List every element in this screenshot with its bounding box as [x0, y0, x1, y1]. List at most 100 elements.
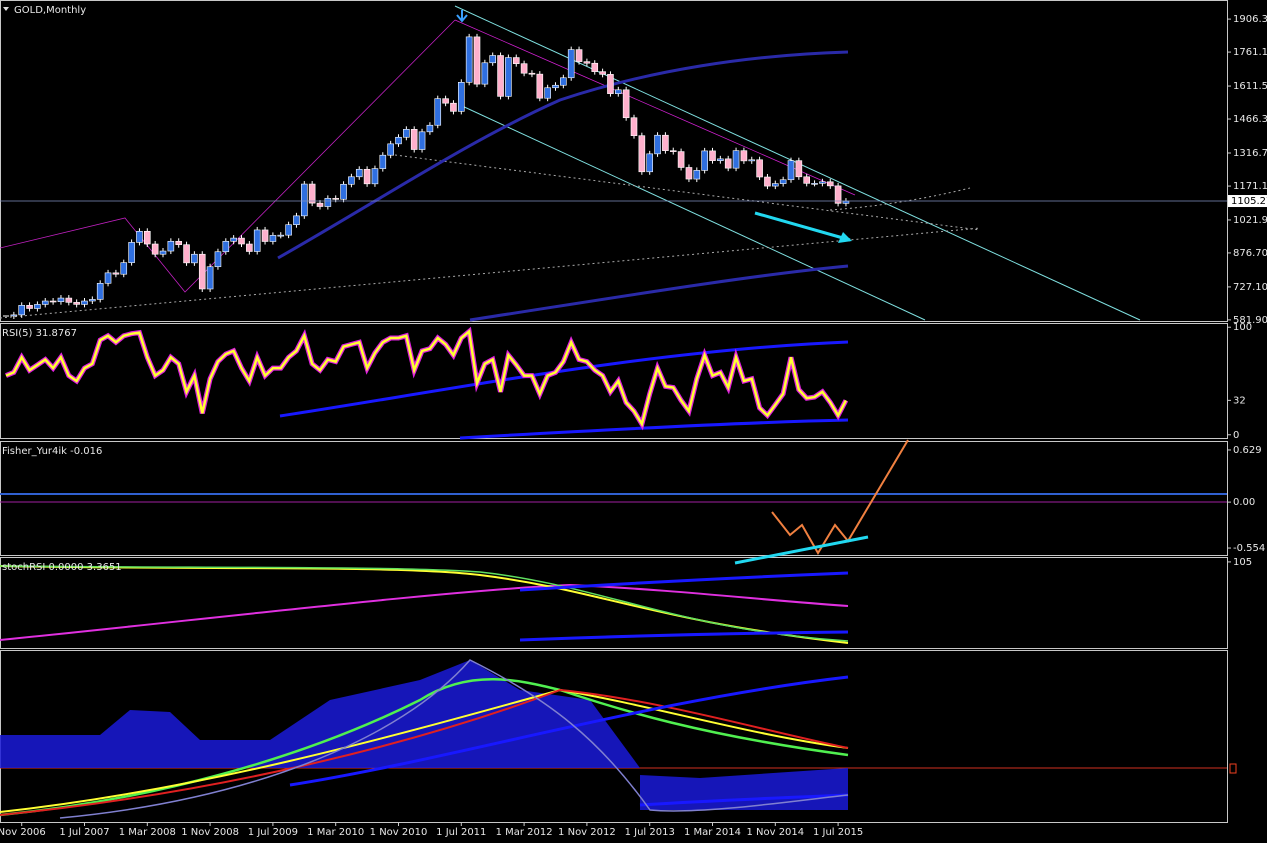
stoch-line: [0, 565, 849, 642]
y-tick-label: 105: [1233, 557, 1252, 568]
candle-body: [536, 73, 544, 99]
y-tick-label: 1611.50: [1233, 81, 1267, 92]
y-tick-label: 1316.70: [1233, 148, 1267, 159]
candle-body: [724, 158, 732, 169]
x-tick-label: 1 Jul 2015: [813, 827, 863, 838]
candle-body: [65, 297, 73, 303]
candle-body: [49, 300, 57, 303]
x-tick-label: 1 Nov 2010: [370, 827, 428, 838]
x-tick-label: 1 Jul 2011: [436, 827, 486, 838]
x-tick-label: 1 Jul 2007: [59, 827, 109, 838]
candle-body: [528, 72, 536, 75]
title-icon: [3, 7, 9, 11]
candle-body: [677, 151, 685, 168]
candle-body: [230, 237, 237, 242]
candle-body: [222, 240, 230, 253]
candle-body: [387, 143, 394, 156]
candle-body: [591, 62, 599, 72]
candle-body: [764, 176, 771, 187]
candle-body: [159, 250, 167, 255]
candle-body: [426, 124, 434, 133]
candle-body: [253, 229, 261, 252]
candle-body: [332, 198, 340, 200]
candle-body: [450, 102, 457, 112]
candle-body: [819, 181, 826, 184]
candle-body: [371, 168, 379, 185]
candle-body: [434, 98, 442, 126]
candle-body: [520, 63, 528, 74]
candle-body: [685, 167, 693, 180]
candle-body: [112, 272, 120, 275]
candle-body: [277, 234, 285, 237]
rsi-line: [5, 329, 848, 428]
candle-body: [261, 229, 269, 242]
candle-body: [167, 240, 175, 252]
candle-body: [693, 170, 701, 180]
rsi-ma: [459, 418, 849, 440]
x-tick-label: Nov 2006: [0, 827, 46, 838]
candle-body: [26, 305, 33, 309]
panel-title: stochRSI 0.0000 3.3651: [2, 562, 122, 573]
candle-body: [348, 176, 355, 185]
candle-body: [151, 243, 159, 255]
x-tick-label: 1 Nov 2008: [181, 827, 239, 838]
candle-body: [622, 89, 630, 119]
candle-body: [826, 181, 834, 187]
candle-body: [175, 240, 182, 245]
stoch-ma: [519, 571, 849, 592]
candle-body: [497, 55, 504, 97]
candle-body: [238, 237, 245, 245]
panel-title: Fisher_Yur4ik -0.016: [2, 446, 102, 457]
candle-body: [748, 159, 756, 162]
signal-arrow: [456, 10, 468, 23]
x-tick-label: 1 Jul 2013: [625, 827, 675, 838]
candle-body: [842, 200, 850, 204]
candle-body: [57, 297, 65, 302]
candle-body: [120, 262, 128, 275]
candle-body: [198, 253, 206, 290]
x-tick-label: 1 Nov 2014: [746, 827, 804, 838]
candle-body: [669, 150, 677, 152]
candle-body: [638, 135, 646, 173]
candle-body: [214, 251, 222, 268]
candle-body: [834, 185, 842, 204]
candle-body: [795, 160, 803, 178]
moving-average: [277, 50, 849, 260]
y-tick-label: 1021.90: [1233, 215, 1267, 226]
stoch-panel: [0, 557, 1228, 649]
candle-body: [308, 183, 316, 204]
candle-body: [756, 159, 763, 178]
candle-body: [465, 36, 473, 83]
y-tick-label: 0: [1233, 430, 1239, 441]
lower-band: [59, 659, 849, 819]
y-tick-label: 876.70: [1233, 248, 1267, 259]
candle-body: [646, 153, 654, 173]
y-tick-label: 1761.10: [1233, 47, 1267, 58]
trend-line: [829, 187, 971, 211]
candle-body: [128, 242, 135, 263]
histogram-area: [0, 660, 640, 768]
candle-body: [104, 272, 112, 284]
candle-body: [567, 49, 575, 79]
candle-body: [552, 84, 559, 89]
candle-body: [599, 71, 606, 75]
candle-body: [575, 49, 583, 62]
candle-body: [18, 305, 26, 316]
candle-body: [41, 300, 49, 305]
panel-title: GOLD,Monthly: [14, 5, 86, 16]
candle-body: [403, 129, 410, 138]
candle-body: [779, 179, 787, 184]
y-tick-label: 581.90: [1233, 315, 1267, 326]
panel-title: RSI(5) 31.8767: [2, 328, 77, 339]
candle-body: [379, 154, 387, 169]
candle-body: [144, 230, 151, 245]
rsi-panel: [0, 323, 1228, 439]
x-tick-label: 1 Mar 2012: [496, 827, 553, 838]
y-tick-label: 1906.30: [1233, 14, 1267, 25]
candle-body: [73, 302, 80, 305]
candle-body: [787, 160, 795, 181]
y-tick-label: 727.10: [1233, 282, 1267, 293]
candle-body: [418, 131, 426, 150]
x-tick-label: 1 Mar 2008: [119, 827, 176, 838]
